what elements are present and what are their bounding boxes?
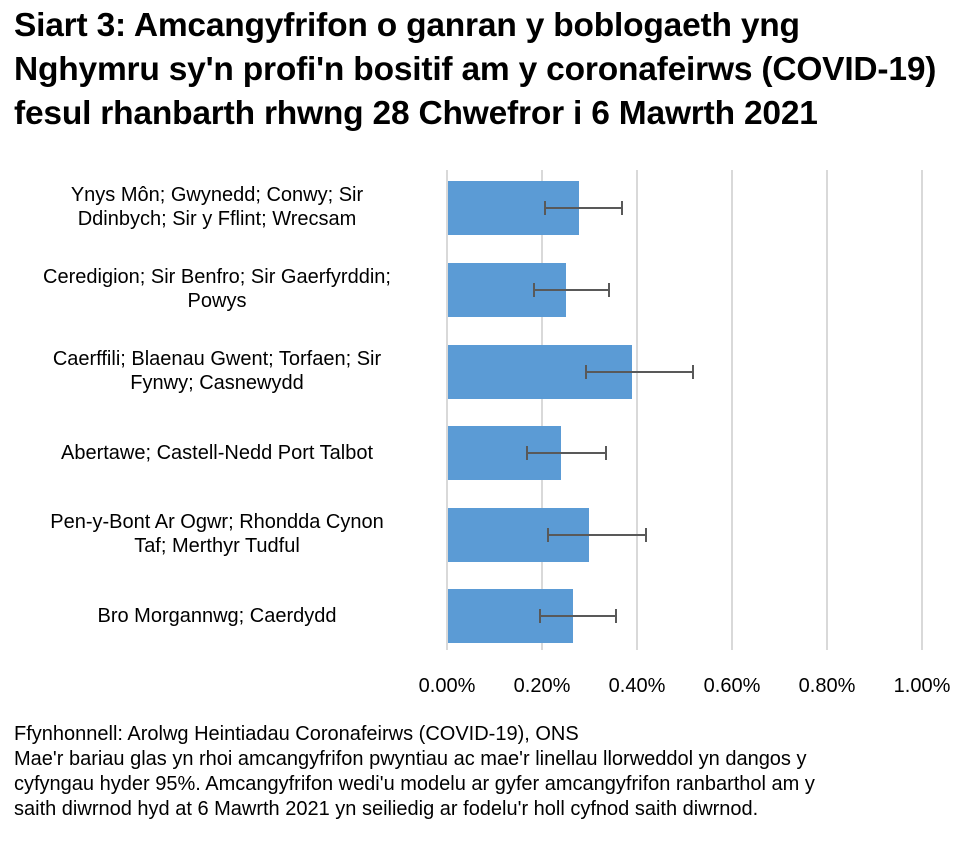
source-note: Ffynhonnell: Arolwg Heintiadau Coronafei…: [14, 723, 579, 745]
chart-title: Siart 3: Amcangyfrifon o ganran y boblog…: [14, 7, 937, 132]
error-bar: [539, 609, 617, 623]
gridline-0: [446, 170, 448, 650]
x-tick-label: 0.60%: [703, 675, 761, 697]
gridline-100: [921, 170, 923, 650]
x-tick-label: 0.00%: [418, 675, 476, 697]
category-label: Caerffili; Blaenau Gwent; Torfaen; Sir F…: [52, 348, 382, 394]
x-tick-label: 0.40%: [608, 675, 666, 697]
gridline-060: [731, 170, 733, 650]
gridline-040: [636, 170, 638, 650]
category-label: Ceredigion; Sir Benfro; Sir Gaerfyrddin;…: [43, 266, 391, 312]
x-tick-label: 0.80%: [798, 675, 856, 697]
footnote-line: Mae'r bariau glas yn rhoi amcangyfrifon …: [14, 748, 807, 770]
footnote: Ffynhonnell: Arolwg Heintiadau Coronafei…: [14, 722, 954, 822]
footnote-line: cyfyngau hyder 95%. Amcangyfrifon wedi'u…: [14, 773, 815, 795]
x-tick-label: 1.00%: [893, 675, 951, 697]
x-tick-label: 0.20%: [513, 675, 571, 697]
error-bar: [547, 528, 647, 542]
error-bar: [526, 446, 607, 460]
category-label: Bro Morgannwg; Caerdydd: [97, 605, 337, 627]
bar-chart: Ynys Môn; Gwynedd; Conwy; Sir Ddinbych; …: [43, 170, 951, 697]
error-bar: [544, 201, 623, 215]
category-label: Pen-y-Bont Ar Ogwr; Rhondda Cynon Taf; M…: [50, 511, 384, 557]
error-bar: [533, 283, 610, 297]
category-label: Abertawe; Castell-Nedd Port Talbot: [60, 442, 373, 464]
footnote-line: saith diwrnod hyd at 6 Mawrth 2021 yn se…: [14, 798, 759, 820]
gridline-020: [541, 170, 543, 650]
gridline-080: [826, 170, 828, 650]
category-label: Ynys Môn; Gwynedd; Conwy; Sir Ddinbych; …: [70, 184, 364, 230]
error-bar: [585, 365, 694, 379]
